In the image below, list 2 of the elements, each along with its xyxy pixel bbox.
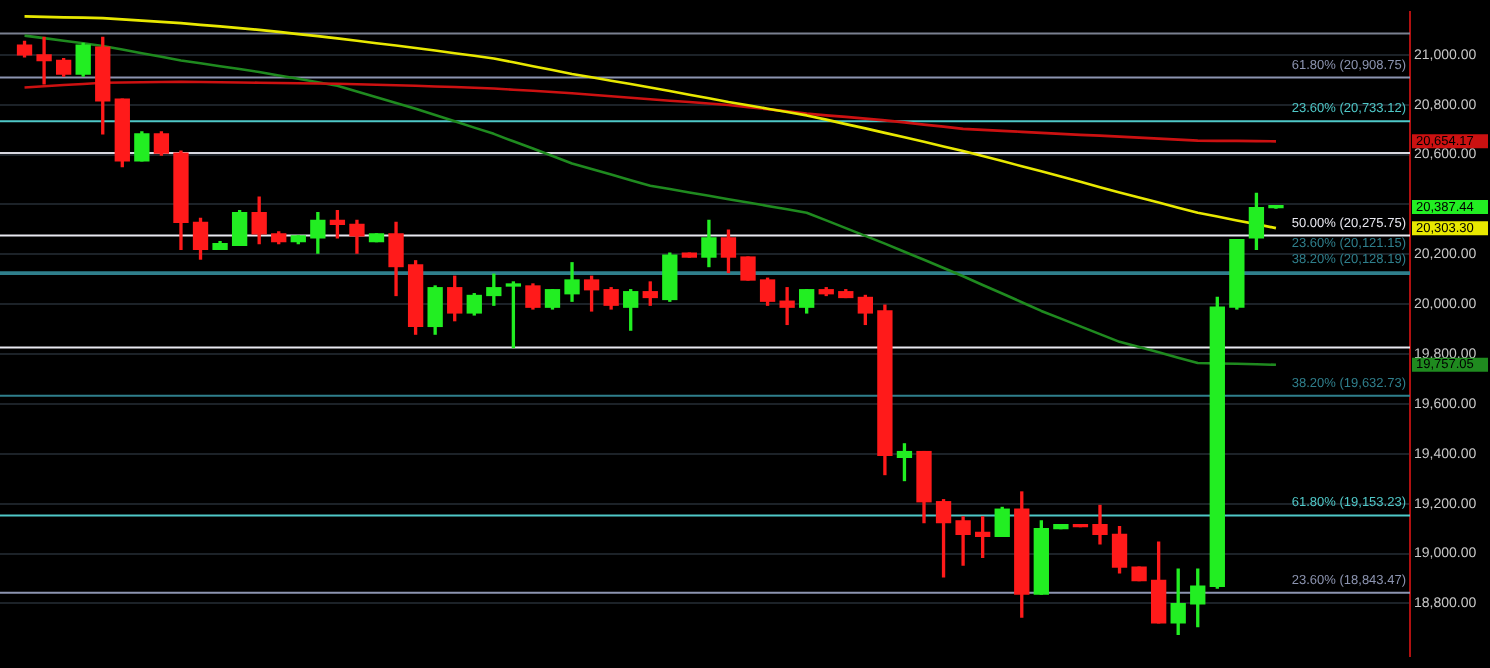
candlestick [779, 287, 795, 326]
candlestick [36, 36, 52, 85]
